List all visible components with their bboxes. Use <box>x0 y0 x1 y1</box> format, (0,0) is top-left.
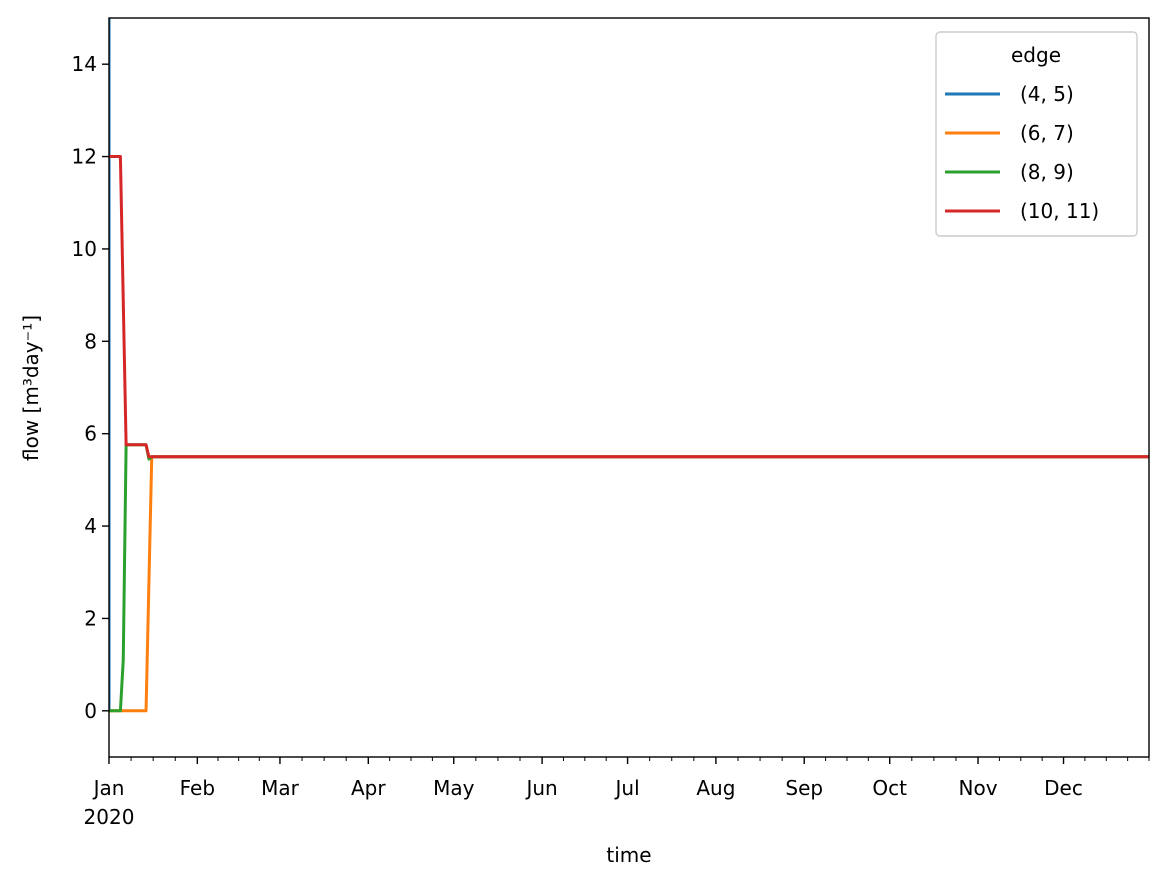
x-axis-label: time <box>606 843 651 867</box>
legend-items: (4, 5) (6, 7) (8, 9) (10, 11) <box>945 82 1099 223</box>
legend-label: (10, 11) <box>1020 199 1099 223</box>
x-tick-label: Sep <box>785 776 823 800</box>
legend-frame <box>935 31 1138 237</box>
x-tick-label: Oct <box>872 776 907 800</box>
legend-label: (6, 7) <box>1020 121 1074 145</box>
x-tick-label: Aug <box>696 776 735 800</box>
y-tick-label: 12 <box>72 145 97 169</box>
legend-label: (4, 5) <box>1020 82 1074 106</box>
y-tick-label: 4 <box>84 514 97 538</box>
x-tick-label: Mar <box>261 776 300 800</box>
axes-frame <box>108 17 1150 758</box>
x-tick-label: Dec <box>1044 776 1083 800</box>
legend-title: edge <box>1011 43 1061 67</box>
y-axis-label: flow [m³day⁻¹] <box>19 315 43 461</box>
x-tick-label: May <box>433 776 475 800</box>
y-axis: 0 2 4 6 8 10 12 14 <box>72 52 109 723</box>
y-tick-label: 2 <box>84 606 97 630</box>
x-tick-label: Jan <box>92 776 125 800</box>
x-tick-label: Apr <box>351 776 386 800</box>
x-tick-sublabel: 2020 <box>84 805 135 829</box>
series-line-2 <box>109 455 1149 713</box>
x-tick-label: Nov <box>959 776 998 800</box>
x-axis: Jan 2020 Feb Mar Apr May Jun Jul Aug Sep Oct Nov Dec <box>84 757 1150 829</box>
y-tick-label: 0 <box>84 699 97 723</box>
series-line-4 <box>109 155 1149 459</box>
y-tick-label: 10 <box>72 237 97 261</box>
y-tick-label: 6 <box>84 422 97 446</box>
legend-label: (8, 9) <box>1020 160 1074 184</box>
x-tick-label: Feb <box>180 776 215 800</box>
series-layer <box>109 18 1149 713</box>
y-tick-label: 14 <box>72 52 97 76</box>
y-tick-label: 8 <box>84 329 97 353</box>
x-tick-label: Jun <box>524 776 557 800</box>
x-tick-label: Jul <box>614 776 640 800</box>
series-line-3 <box>109 443 1149 713</box>
legend: edge (4, 5) (6, 7) (8, 9) (10, 11) <box>935 31 1138 237</box>
